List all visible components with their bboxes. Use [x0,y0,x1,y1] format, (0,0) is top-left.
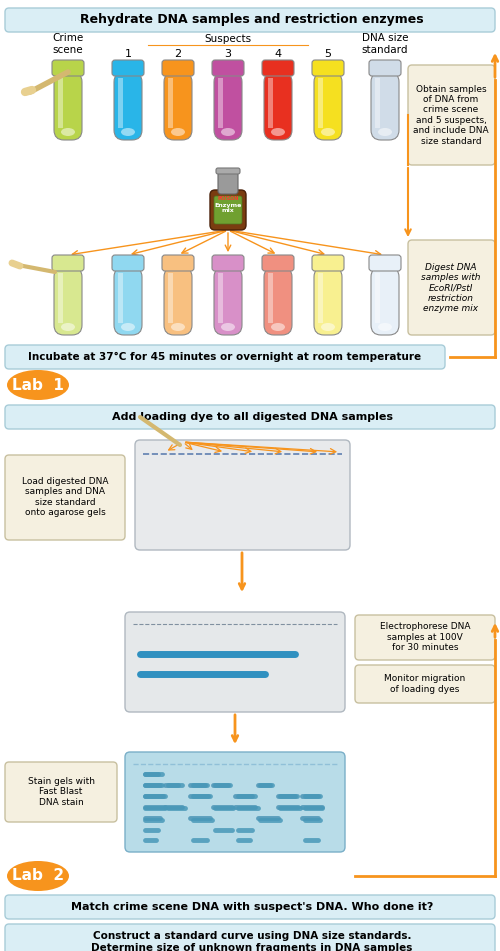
FancyBboxPatch shape [216,168,240,174]
FancyBboxPatch shape [5,8,495,32]
FancyBboxPatch shape [355,665,495,703]
Text: Match crime scene DNA with suspect's DNA. Who done it?: Match crime scene DNA with suspect's DNA… [71,902,433,912]
FancyBboxPatch shape [268,78,273,128]
FancyBboxPatch shape [214,267,242,335]
FancyBboxPatch shape [375,273,380,323]
Ellipse shape [121,128,135,136]
Text: Construct a standard curve using DNA size standards.
Determine size of unknown f: Construct a standard curve using DNA siz… [92,931,412,951]
Text: Electrophorese DNA
samples at 100V
for 30 minutes: Electrophorese DNA samples at 100V for 3… [380,622,470,651]
FancyBboxPatch shape [369,255,401,271]
FancyBboxPatch shape [52,60,84,76]
FancyBboxPatch shape [375,78,380,128]
Text: Stain gels with
Fast Blast
DNA stain: Stain gels with Fast Blast DNA stain [28,777,94,806]
FancyBboxPatch shape [408,240,495,335]
Ellipse shape [378,128,392,136]
FancyBboxPatch shape [112,60,144,76]
FancyBboxPatch shape [164,267,192,335]
Ellipse shape [321,128,335,136]
FancyBboxPatch shape [212,60,244,76]
Text: Suspects: Suspects [204,34,252,44]
FancyBboxPatch shape [264,72,292,140]
FancyBboxPatch shape [212,255,244,271]
FancyBboxPatch shape [268,273,273,323]
Ellipse shape [121,323,135,331]
FancyBboxPatch shape [408,65,495,165]
Ellipse shape [61,323,75,331]
FancyBboxPatch shape [371,72,399,140]
Text: Load digested DNA
samples and DNA
size standard
onto agarose gels: Load digested DNA samples and DNA size s… [22,476,108,517]
Text: Digest DNA
samples with
EcoRI/PstI
restriction
enzyme mix: Digest DNA samples with EcoRI/PstI restr… [421,262,481,313]
FancyBboxPatch shape [114,72,142,140]
Ellipse shape [271,323,285,331]
FancyBboxPatch shape [52,255,84,271]
Text: Lab  2: Lab 2 [12,868,64,883]
FancyBboxPatch shape [214,196,242,224]
Text: POISON: POISON [217,197,239,202]
FancyBboxPatch shape [5,455,125,540]
Text: Monitor migration
of loading dyes: Monitor migration of loading dyes [384,674,466,693]
FancyBboxPatch shape [264,267,292,335]
Text: 4: 4 [274,49,281,59]
FancyBboxPatch shape [214,72,242,140]
FancyBboxPatch shape [112,255,144,271]
FancyBboxPatch shape [312,255,344,271]
FancyBboxPatch shape [314,72,342,140]
FancyBboxPatch shape [5,895,495,919]
FancyBboxPatch shape [218,78,223,128]
Text: Add loading dye to all digested DNA samples: Add loading dye to all digested DNA samp… [112,412,392,422]
Text: Lab  1: Lab 1 [12,378,64,393]
FancyBboxPatch shape [262,60,294,76]
FancyBboxPatch shape [118,273,123,323]
FancyBboxPatch shape [210,190,246,230]
Text: Crime
scene: Crime scene [52,33,84,55]
FancyBboxPatch shape [318,78,323,128]
FancyBboxPatch shape [125,752,345,852]
FancyBboxPatch shape [312,60,344,76]
FancyBboxPatch shape [5,405,495,429]
FancyBboxPatch shape [355,615,495,660]
FancyBboxPatch shape [371,267,399,335]
Text: Rehydrate DNA samples and restriction enzymes: Rehydrate DNA samples and restriction en… [80,13,424,27]
FancyBboxPatch shape [218,172,238,194]
FancyBboxPatch shape [5,345,445,369]
Ellipse shape [221,128,235,136]
Ellipse shape [378,323,392,331]
Ellipse shape [321,323,335,331]
Text: Incubate at 37°C for 45 minutes or overnight at room temperature: Incubate at 37°C for 45 minutes or overn… [28,352,421,362]
FancyBboxPatch shape [262,255,294,271]
FancyBboxPatch shape [118,78,123,128]
FancyBboxPatch shape [162,255,194,271]
FancyBboxPatch shape [125,612,345,712]
FancyBboxPatch shape [54,72,82,140]
Text: Obtain samples
of DNA from
crime scene
and 5 suspects,
and include DNA
size stan: Obtain samples of DNA from crime scene a… [413,85,489,146]
Text: Enzyme
mix: Enzyme mix [214,203,242,213]
FancyBboxPatch shape [168,78,173,128]
Text: 1: 1 [124,49,132,59]
FancyBboxPatch shape [218,273,223,323]
Ellipse shape [221,323,235,331]
FancyBboxPatch shape [5,924,495,951]
FancyBboxPatch shape [135,440,350,550]
Text: 2: 2 [174,49,182,59]
Ellipse shape [61,128,75,136]
Ellipse shape [7,861,69,891]
Ellipse shape [7,370,69,400]
FancyBboxPatch shape [58,78,63,128]
Ellipse shape [271,128,285,136]
Text: 5: 5 [324,49,332,59]
FancyBboxPatch shape [54,267,82,335]
FancyBboxPatch shape [164,72,192,140]
FancyBboxPatch shape [369,60,401,76]
Text: DNA size
standard: DNA size standard [362,33,408,55]
FancyBboxPatch shape [5,762,117,822]
FancyBboxPatch shape [168,273,173,323]
FancyBboxPatch shape [318,273,323,323]
Ellipse shape [171,323,185,331]
Text: 3: 3 [224,49,232,59]
FancyBboxPatch shape [114,267,142,335]
Ellipse shape [171,128,185,136]
FancyBboxPatch shape [162,60,194,76]
FancyBboxPatch shape [58,273,63,323]
FancyBboxPatch shape [314,267,342,335]
